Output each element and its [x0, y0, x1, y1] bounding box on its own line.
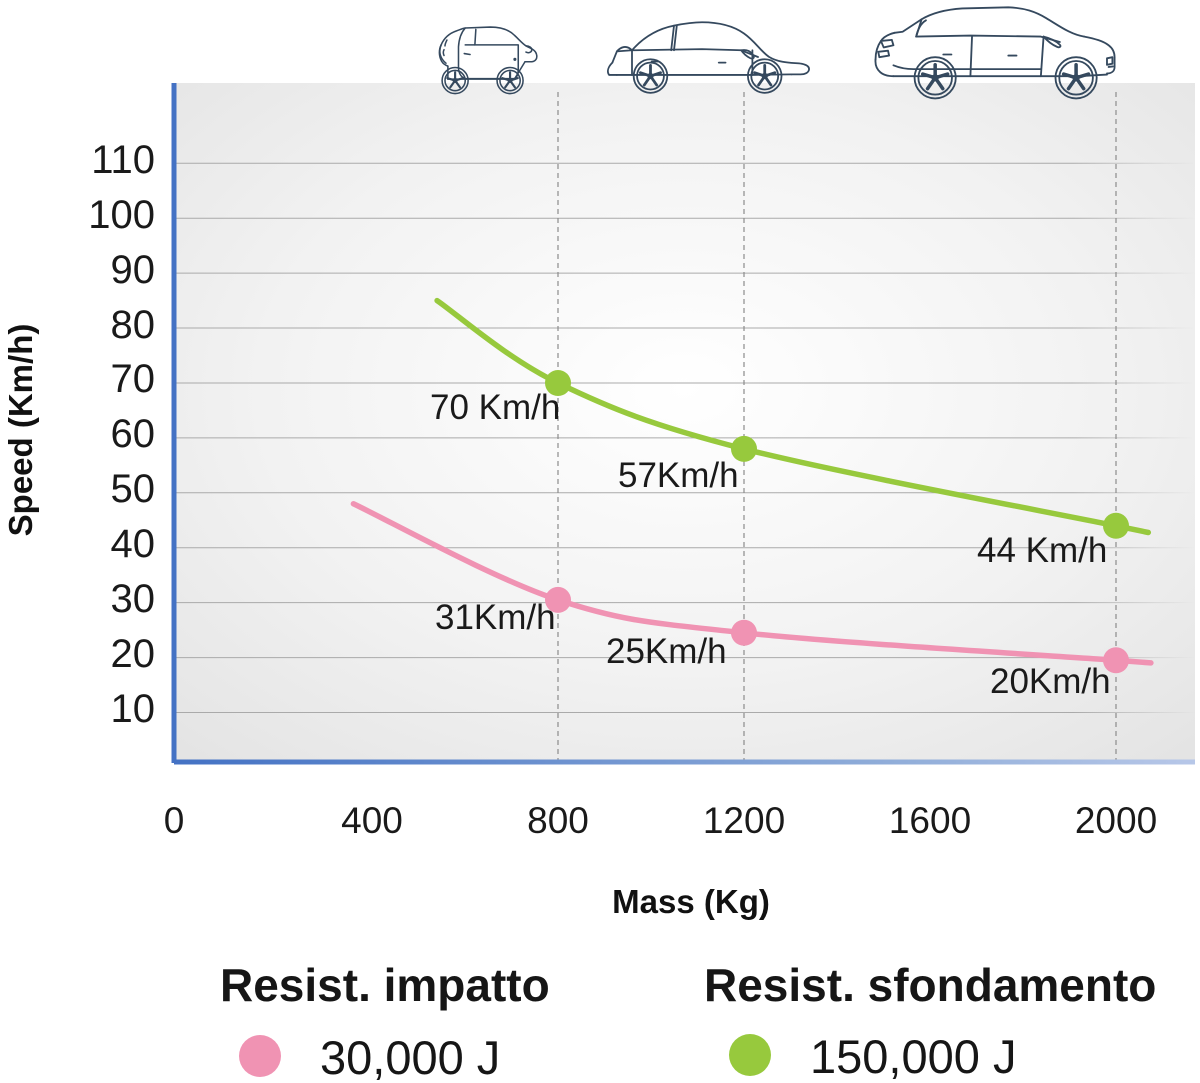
svg-text:20: 20 [111, 632, 156, 676]
svg-text:1200: 1200 [703, 800, 785, 841]
svg-text:40: 40 [111, 522, 156, 566]
svg-text:25Km/h: 25Km/h [606, 632, 727, 671]
svg-text:1600: 1600 [889, 800, 971, 841]
svg-text:110: 110 [91, 138, 155, 182]
svg-text:60: 60 [111, 412, 156, 456]
svg-text:100: 100 [88, 193, 155, 237]
svg-text:80: 80 [111, 303, 156, 347]
svg-text:Resist. impatto: Resist. impatto [220, 959, 550, 1011]
svg-text:20Km/h: 20Km/h [990, 662, 1111, 701]
svg-text:0: 0 [164, 800, 185, 841]
svg-text:31Km/h: 31Km/h [435, 598, 556, 637]
svg-text:50: 50 [111, 467, 156, 511]
svg-text:800: 800 [527, 800, 589, 841]
svg-text:70 Km/h: 70 Km/h [430, 388, 560, 427]
svg-text:Resist. sfondamento: Resist. sfondamento [704, 959, 1156, 1011]
svg-text:70: 70 [111, 357, 156, 401]
svg-text:90: 90 [111, 248, 156, 292]
svg-text:2000: 2000 [1075, 800, 1157, 841]
svg-text:400: 400 [341, 800, 403, 841]
svg-text:30,000 J: 30,000 J [320, 1031, 500, 1083]
svg-text:44 Km/h: 44 Km/h [977, 531, 1107, 570]
svg-text:57Km/h: 57Km/h [618, 456, 739, 495]
svg-text:30: 30 [111, 577, 156, 621]
svg-text:Mass (Kg): Mass (Kg) [612, 883, 770, 920]
svg-text:150,000 J: 150,000 J [810, 1030, 1016, 1083]
svg-text:10: 10 [111, 687, 156, 731]
svg-text:Speed (Km/h): Speed (Km/h) [2, 324, 39, 537]
